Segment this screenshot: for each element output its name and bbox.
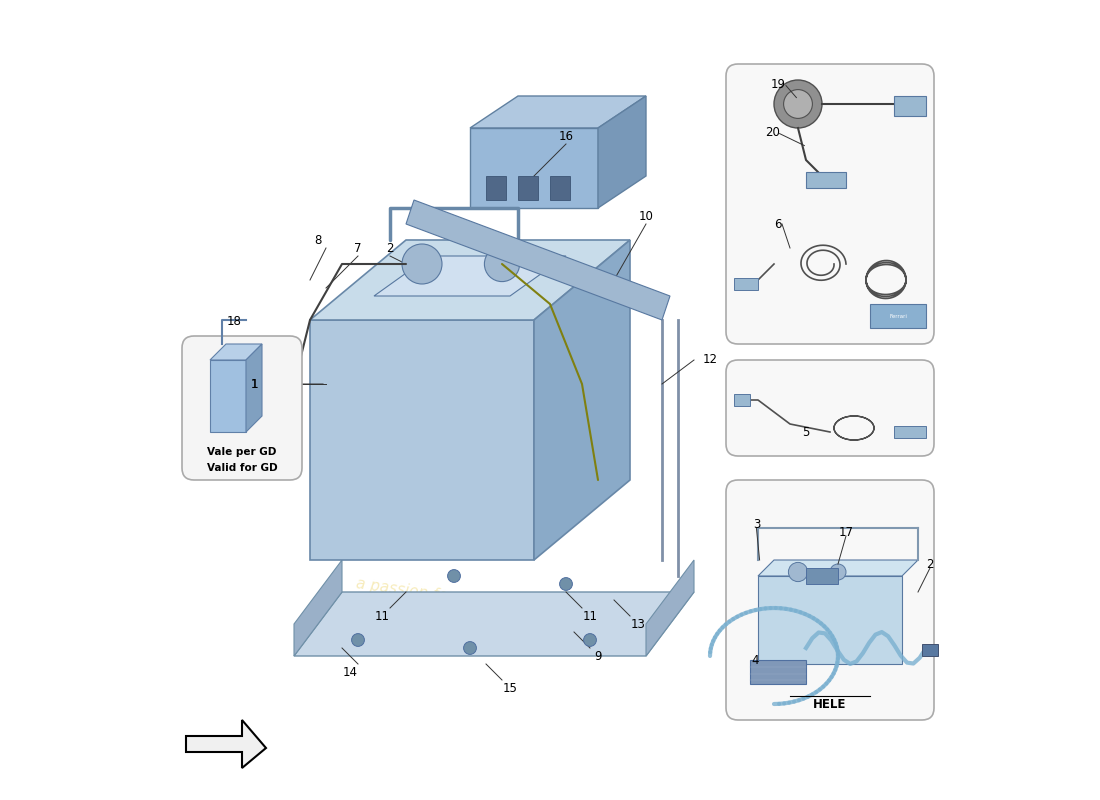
Text: a passion for parts since 1985: a passion for parts since 1985 (354, 577, 585, 623)
Polygon shape (294, 560, 342, 656)
Bar (894, 426, 926, 438)
Circle shape (352, 634, 364, 646)
Text: 20: 20 (764, 126, 780, 138)
Circle shape (484, 246, 519, 282)
Text: 2: 2 (386, 242, 394, 254)
Text: 11: 11 (374, 610, 389, 622)
Polygon shape (534, 240, 630, 560)
Bar (734, 278, 758, 290)
Circle shape (830, 564, 846, 580)
Text: 14: 14 (342, 666, 358, 678)
Text: 17: 17 (838, 526, 854, 538)
Text: 10: 10 (639, 210, 653, 222)
Text: 16: 16 (559, 130, 573, 142)
Polygon shape (750, 660, 806, 684)
Text: HELE: HELE (813, 698, 847, 710)
Circle shape (463, 642, 476, 654)
Circle shape (774, 80, 822, 128)
Circle shape (402, 244, 442, 284)
Polygon shape (246, 344, 262, 432)
Text: 9: 9 (594, 650, 602, 662)
Text: 15: 15 (503, 682, 517, 694)
Text: 6: 6 (774, 218, 782, 230)
Circle shape (584, 634, 596, 646)
Bar (894, 96, 926, 116)
Bar (734, 394, 750, 406)
Text: 8: 8 (315, 234, 321, 246)
Bar (922, 644, 938, 656)
FancyBboxPatch shape (182, 336, 302, 480)
Bar (806, 172, 846, 188)
Circle shape (783, 90, 813, 118)
Circle shape (560, 578, 572, 590)
Bar (518, 176, 538, 200)
Polygon shape (310, 320, 534, 560)
Circle shape (448, 570, 461, 582)
Text: 19: 19 (771, 78, 786, 90)
FancyBboxPatch shape (726, 64, 934, 344)
Polygon shape (470, 128, 598, 208)
Polygon shape (210, 344, 262, 360)
Polygon shape (210, 360, 246, 432)
Text: 1: 1 (251, 378, 257, 390)
Polygon shape (470, 96, 646, 128)
Polygon shape (758, 560, 918, 576)
Circle shape (789, 562, 807, 582)
Text: 12: 12 (703, 354, 717, 366)
FancyBboxPatch shape (726, 480, 934, 720)
Bar (806, 568, 838, 584)
Text: 7: 7 (354, 242, 362, 254)
Text: Vale per GD: Vale per GD (207, 447, 277, 457)
Text: 11: 11 (583, 610, 597, 622)
Text: Valid for GD: Valid for GD (207, 463, 277, 473)
Bar (870, 304, 926, 328)
Text: 18: 18 (227, 315, 242, 328)
Polygon shape (310, 240, 630, 320)
Bar (486, 176, 506, 200)
Text: 1: 1 (251, 378, 257, 390)
Text: 2: 2 (926, 558, 934, 570)
Polygon shape (294, 592, 694, 656)
Polygon shape (406, 200, 670, 320)
Text: 13: 13 (630, 618, 646, 630)
Bar (550, 176, 570, 200)
Polygon shape (374, 256, 566, 296)
Polygon shape (598, 96, 646, 208)
Polygon shape (646, 560, 694, 656)
Polygon shape (758, 576, 902, 664)
Text: europ
ares: europ ares (336, 422, 573, 570)
FancyBboxPatch shape (726, 360, 934, 456)
Text: 4: 4 (752, 654, 759, 666)
Text: Ferrari: Ferrari (889, 314, 906, 318)
Text: 3: 3 (752, 518, 760, 530)
Text: 5: 5 (802, 426, 810, 438)
Polygon shape (186, 720, 266, 768)
